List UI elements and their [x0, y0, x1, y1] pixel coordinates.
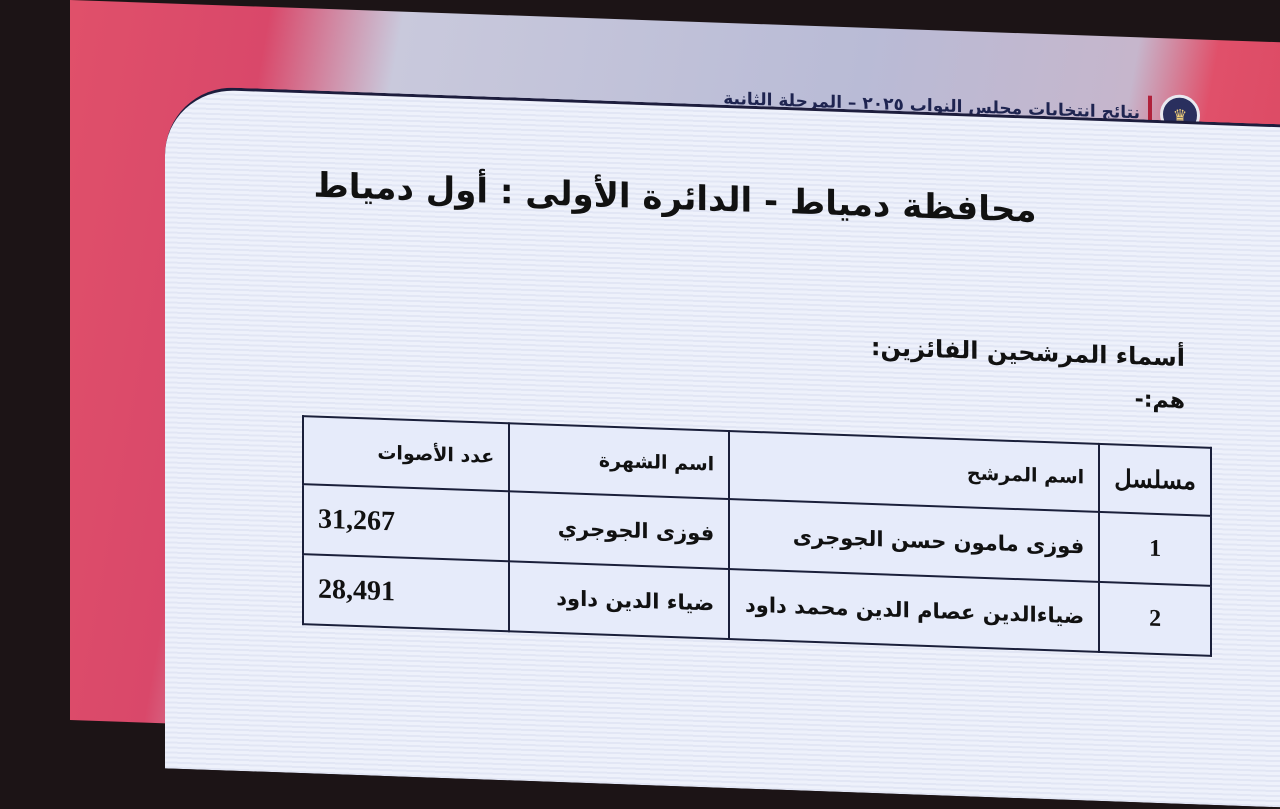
- votes-cell: 31,267: [303, 484, 510, 562]
- votes-cell: 28,491: [303, 554, 510, 632]
- serial-cell: 2: [1099, 581, 1211, 656]
- known-name-cell: ضياء الدين داود: [509, 561, 730, 640]
- winners-label: أسماء المرشحين الفائزين:: [870, 332, 1185, 372]
- projector-screen: ♛ نتائج انتخابات مجلس النواب ٢٠٢٥ – المر…: [70, 0, 1280, 809]
- header-known-name: اسم الشهرة: [509, 423, 730, 500]
- candidate-name-cell: ضياءالدين عصام الدين محمد داود: [729, 569, 1100, 652]
- slide-title: محافظة دمياط - الدائرة الأولى : أول دميا…: [313, 165, 1037, 231]
- they-are-label: هم:-: [1134, 387, 1185, 414]
- header-candidate-name: اسم المرشح: [729, 431, 1100, 512]
- slide-panel: محافظة دمياط - الدائرة الأولى : أول دميا…: [165, 85, 1280, 809]
- known-name-cell: فوزى الجوجري: [509, 491, 730, 570]
- header-serial: مسلسل: [1099, 443, 1211, 516]
- candidate-name-cell: فوزى مامون حسن الجوجرى: [729, 499, 1100, 582]
- serial-cell: 1: [1099, 511, 1211, 586]
- header-votes: عدد الأصوات: [303, 416, 510, 492]
- results-table: مسلسل اسم المرشح اسم الشهرة عدد الأصوات …: [302, 415, 1212, 657]
